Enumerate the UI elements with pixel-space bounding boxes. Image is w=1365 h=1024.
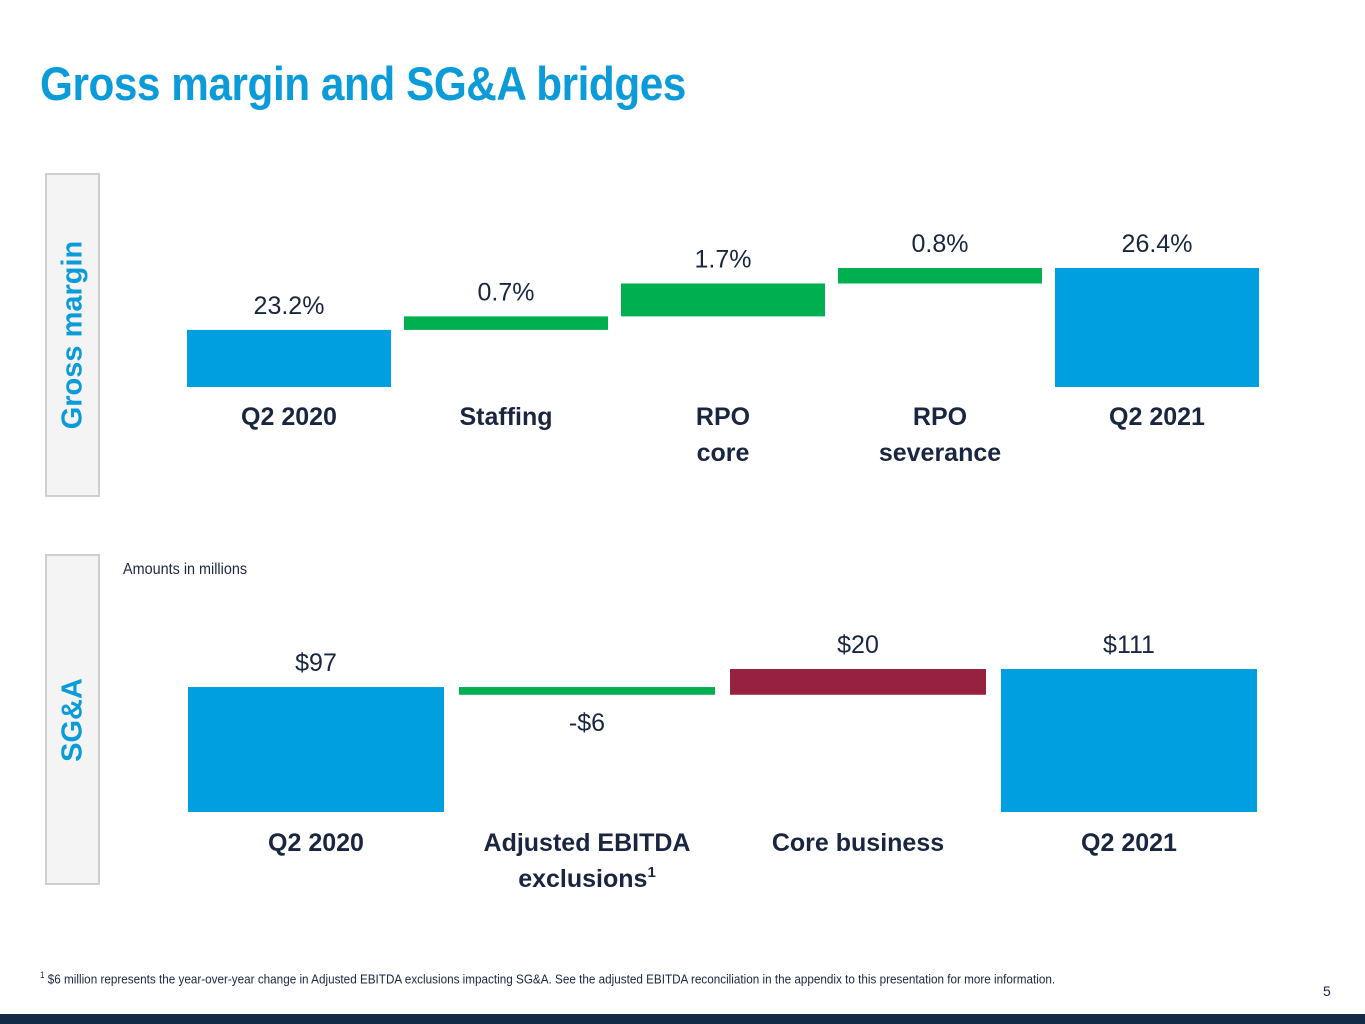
category-label-core-business: Core business bbox=[772, 829, 944, 857]
data-label-q2-2021: $111 bbox=[1103, 631, 1155, 659]
category-label-q2-2020: Q2 2020 bbox=[241, 403, 337, 431]
category-label-rpo-core-line2: core bbox=[697, 439, 750, 467]
bar-rpo-severance bbox=[838, 268, 1042, 284]
bar-rpo-core bbox=[621, 283, 825, 317]
bar-q2-2021 bbox=[1001, 669, 1257, 812]
data-label-rpo-core: 1.7% bbox=[695, 245, 752, 273]
category-label-q2-2021: Q2 2021 bbox=[1109, 403, 1205, 431]
sga-chart: $97 Q2 2020 -$6 Adjusted EBITDA exclusions1 $… bbox=[188, 631, 1257, 893]
bar-q2-2020 bbox=[188, 687, 444, 812]
bar-adjusted-ebitda-exclusions bbox=[459, 687, 715, 695]
data-label-q2-2021: 26.4% bbox=[1122, 230, 1193, 258]
bar-q2-2020 bbox=[187, 329, 391, 387]
bar-core-business bbox=[730, 669, 986, 695]
category-label-q2-2020: Q2 2020 bbox=[268, 829, 364, 857]
category-label-rpo-severance-line2: severance bbox=[879, 439, 1001, 467]
category-label-q2-2021: Q2 2021 bbox=[1081, 829, 1177, 857]
category-label-rpo-severance: RPO bbox=[913, 403, 967, 431]
footer-bar bbox=[0, 1014, 1365, 1024]
category-label-staffing: Staffing bbox=[459, 403, 552, 431]
page-number: 5 bbox=[1323, 983, 1331, 999]
data-label-adjusted-ebitda-exclusions: -$6 bbox=[569, 709, 605, 737]
data-label-rpo-severance: 0.8% bbox=[912, 230, 969, 258]
bar-q2-2021 bbox=[1055, 268, 1259, 387]
footnote-text: $6 million represents the year-over-year… bbox=[47, 971, 1056, 987]
sga-section-label-box: SG&A bbox=[45, 554, 100, 885]
data-label-q2-2020: $97 bbox=[295, 649, 337, 677]
amounts-note: Amounts in millions bbox=[123, 561, 248, 578]
category-label-adjusted-ebitda-exclusions-line2: exclusions1 bbox=[518, 864, 656, 893]
footnote-superscript: 1 bbox=[647, 864, 655, 881]
data-label-q2-2020: 23.2% bbox=[254, 292, 325, 320]
gross-margin-section-label-box: Gross margin bbox=[45, 173, 100, 497]
bar-staffing bbox=[404, 316, 608, 330]
page-title: Gross margin and SG&A bridges bbox=[40, 57, 686, 110]
gross-margin-chart: 23.2% Q2 2020 0.7% Staffing 1.7% RPO core 0.8% R… bbox=[187, 230, 1259, 467]
data-label-staffing: 0.7% bbox=[478, 278, 535, 306]
category-label-adjusted-ebitda-exclusions: Adjusted EBITDA bbox=[484, 829, 691, 857]
data-label-core-business: $20 bbox=[837, 631, 879, 659]
category-label-rpo-core: RPO bbox=[696, 403, 750, 431]
footnote-marker: 1 bbox=[40, 970, 45, 980]
footnote: 1 $6 million represents the year-over-ye… bbox=[40, 970, 1055, 986]
